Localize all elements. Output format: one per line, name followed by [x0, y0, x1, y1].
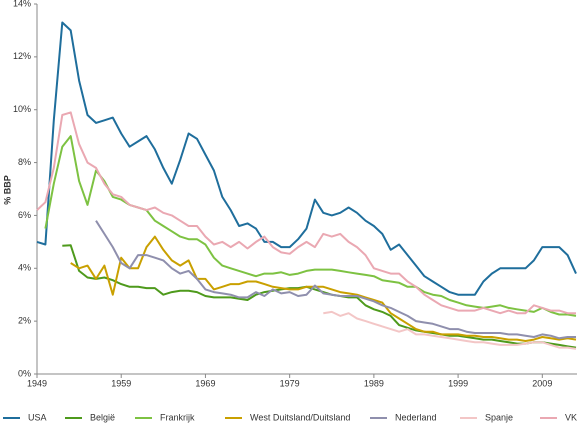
x-tick-label: 1999	[448, 378, 468, 388]
y-tick-label: 4%	[18, 263, 31, 273]
series-line	[323, 310, 577, 350]
legend-label: Nederland	[395, 412, 437, 422]
y-tick-label: 12%	[13, 51, 31, 61]
y-tick-label: 8%	[18, 157, 31, 167]
y-tick-label: 14%	[13, 0, 31, 8]
y-axis-label: % BBP	[2, 175, 12, 205]
legend-label: Spanje	[485, 412, 513, 422]
legend-label: West Duitsland/Duitsland	[250, 412, 350, 422]
y-tick-label: 6%	[18, 210, 31, 220]
y-tick-label: 2%	[18, 316, 31, 326]
x-tick-label: 1969	[195, 378, 215, 388]
legend-label: USA	[28, 412, 47, 422]
x-tick-label: 1989	[364, 378, 384, 388]
series-line	[36, 21, 577, 296]
legend-label: VK	[565, 412, 577, 422]
series-line	[95, 220, 576, 340]
series-line	[70, 235, 577, 342]
x-tick-label: 1949	[27, 378, 47, 388]
y-tick-label: 0%	[18, 368, 31, 378]
y-tick-label: 10%	[13, 104, 31, 114]
x-tick-label: 2009	[532, 378, 552, 388]
series-line	[36, 111, 576, 315]
x-tick-label: 1959	[111, 378, 131, 388]
x-tick-label: 1979	[280, 378, 300, 388]
legend-label: Frankrijk	[160, 412, 195, 422]
legend-label: België	[90, 412, 115, 422]
